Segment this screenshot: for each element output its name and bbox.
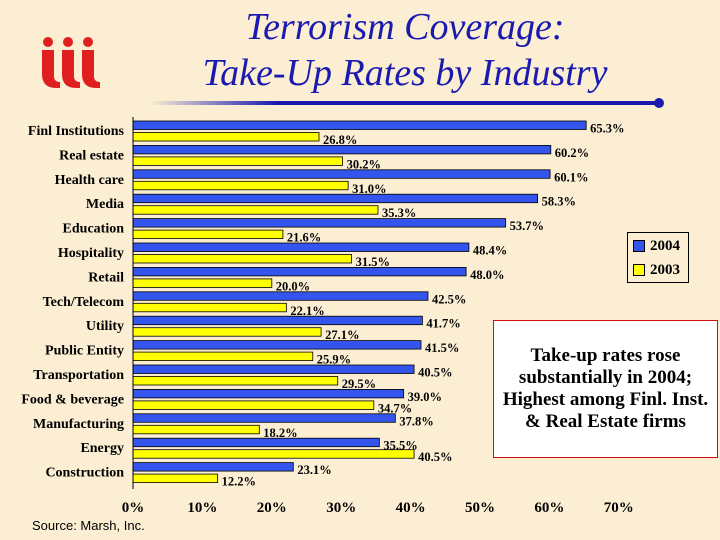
data-label-2004-construction: 23.1% [297, 463, 331, 477]
category-label-utility: Utility [86, 319, 124, 334]
category-label-real-estate: Real estate [59, 148, 124, 163]
data-label-2004-public-entity: 41.5% [425, 341, 459, 355]
bar-2003-retail [132, 278, 273, 288]
bar-2003-utility [132, 327, 322, 337]
bar-2003-finl-institutions [132, 132, 320, 142]
bar-2004-transportation [132, 364, 415, 374]
data-label-2004-utility: 41.7% [426, 317, 460, 331]
category-label-media: Media [86, 197, 124, 212]
data-label-2003-tech-telecom: 22.1% [290, 304, 324, 318]
x-tick-60-pct: 60% [534, 500, 564, 516]
category-label-finl-institutions: Finl Institutions [28, 124, 125, 139]
data-label-2004-energy: 35.5% [383, 439, 417, 453]
bar-2003-public-entity [132, 351, 314, 362]
data-label-2004-media: 58.3% [542, 195, 576, 209]
bar-2003-energy [132, 449, 415, 459]
category-label-energy: Energy [80, 441, 124, 456]
bar-2003-manufacturing [132, 424, 260, 435]
bar-2003-education [132, 229, 284, 240]
data-label-2004-food-beverage: 39.0% [408, 390, 442, 404]
data-label-2003-retail: 20.0% [276, 279, 310, 293]
bar-2004-media [132, 193, 539, 204]
data-label-2003-media: 35.3% [382, 206, 416, 220]
data-label-2003-education: 21.6% [287, 231, 321, 245]
bar-2003-hospitality [132, 254, 353, 264]
legend-swatch-2003 [633, 264, 645, 276]
iii-logo [42, 37, 100, 88]
data-label-2003-hospitality: 31.5% [356, 255, 390, 269]
chart-title-line2: Take-Up Rates by Industry [202, 52, 608, 94]
data-label-2004-education: 53.7% [510, 219, 544, 233]
bar-2004-education [132, 218, 507, 228]
data-label-2003-transportation: 29.5% [342, 377, 376, 391]
bar-2003-real-estate [132, 156, 343, 166]
data-label-2003-finl-institutions: 26.8% [323, 133, 357, 147]
category-label-public-entity: Public Entity [45, 344, 124, 359]
bar-2003-food-beverage [132, 400, 375, 410]
bar-2003-media [132, 205, 379, 215]
data-label-2003-real-estate: 30.2% [347, 157, 381, 171]
legend-label-2004: 2004 [650, 237, 680, 254]
legend-label-2003: 2003 [650, 261, 680, 278]
data-label-2003-public-entity: 25.9% [317, 353, 351, 367]
bar-2003-tech-telecom [132, 302, 287, 313]
data-label-2004-retail: 48.0% [470, 268, 504, 282]
data-label-2004-finl-institutions: 65.3% [590, 122, 624, 136]
x-tick-20-pct: 20% [257, 500, 287, 516]
source-note: Source: Marsh, Inc. [32, 518, 145, 533]
data-label-2003-utility: 27.1% [325, 328, 359, 342]
bar-2004-public-entity [132, 340, 422, 350]
legend-item-2004: 2004 [633, 237, 680, 255]
bar-2004-finl-institutions [132, 120, 587, 130]
bar-2003-transportation [132, 376, 339, 386]
data-label-2004-hospitality: 48.4% [473, 244, 507, 258]
bar-2004-energy [132, 437, 380, 448]
x-tick-30-pct: 30% [326, 500, 356, 516]
data-label-2004-health-care: 60.1% [554, 170, 588, 184]
data-label-2004-real-estate: 60.2% [555, 146, 589, 160]
category-label-retail: Retail [88, 270, 124, 285]
legend-swatch-2004 [633, 240, 645, 252]
bar-2003-health-care [132, 180, 349, 191]
x-tick-0-pct: 0% [122, 500, 145, 516]
data-label-2003-manufacturing: 18.2% [263, 426, 297, 440]
data-label-2004-transportation: 40.5% [418, 366, 452, 380]
bar-2004-utility [132, 315, 423, 326]
category-label-tech-telecom: Tech/Telecom [43, 295, 125, 310]
bar-2004-retail [132, 266, 467, 277]
data-label-2003-food-beverage: 34.7% [378, 401, 412, 415]
x-tick-50-pct: 50% [465, 500, 495, 516]
chart-legend: 2004 2003 [627, 232, 689, 283]
legend-item-2003: 2003 [633, 261, 680, 279]
category-label-health-care: Health care [55, 173, 124, 188]
category-label-food-beverage: Food & beverage [21, 392, 124, 407]
data-label-2004-tech-telecom: 42.5% [432, 292, 466, 306]
category-label-manufacturing: Manufacturing [33, 417, 124, 432]
x-tick-40-pct: 40% [396, 500, 426, 516]
category-label-hospitality: Hospitality [58, 246, 124, 261]
bar-2004-health-care [132, 169, 551, 179]
category-label-education: Education [63, 222, 125, 237]
data-label-2003-construction: 12.2% [222, 475, 256, 489]
x-tick-10-pct: 10% [187, 500, 217, 516]
annotation-box: Take-up rates rose substantially in 2004… [493, 320, 718, 458]
data-label-2004-manufacturing: 37.8% [399, 414, 433, 428]
x-tick-70-pct: 70% [604, 500, 634, 516]
bar-2003-construction [132, 473, 219, 484]
data-label-2003-energy: 40.5% [418, 450, 452, 464]
chart-title-line1: Terrorism Coverage: [245, 6, 565, 48]
data-label-2003-health-care: 31.0% [352, 182, 386, 196]
bar-2004-manufacturing [132, 413, 396, 423]
category-label-construction: Construction [45, 466, 124, 481]
bar-2004-construction [132, 462, 294, 472]
title-underline [150, 98, 664, 108]
category-label-transportation: Transportation [33, 368, 124, 383]
